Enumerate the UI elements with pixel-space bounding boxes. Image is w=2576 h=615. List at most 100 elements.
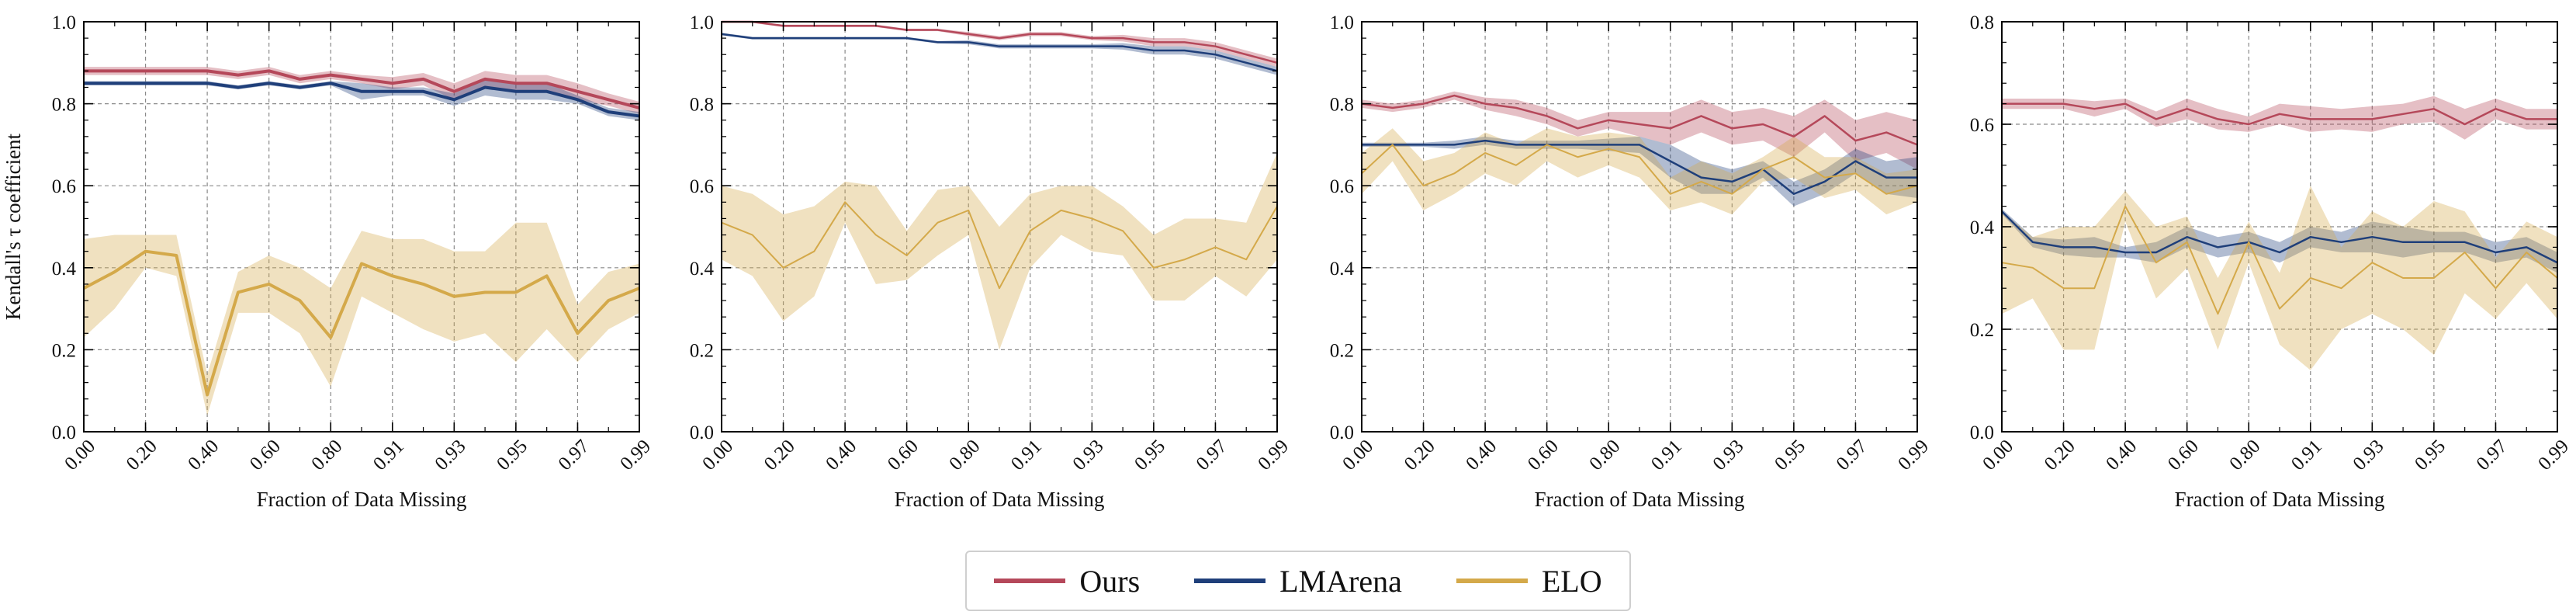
- y-tick-label: 1.0: [690, 12, 714, 33]
- plot-frame: [2001, 21, 2558, 433]
- series-line-lmarena: [2001, 210, 2558, 264]
- plot-frame: [1361, 21, 1918, 433]
- x-tick-label: 0.99: [616, 436, 655, 474]
- y-tick-label: 0.8: [52, 95, 76, 116]
- plot-frame: [721, 21, 1278, 433]
- y-tick-label: 0.6: [1330, 176, 1354, 197]
- x-axis-title: Fraction of Data Missing: [2175, 488, 2385, 511]
- x-tick-label: 0.99: [2534, 436, 2573, 474]
- legend-label-ours: Ours: [1079, 563, 1141, 599]
- legend-swatch-lmarena: [1194, 579, 1266, 583]
- x-tick-label: 0.97: [2473, 436, 2512, 474]
- series-line-ours: [84, 69, 640, 109]
- y-tick-label: 0.8: [1330, 95, 1354, 116]
- band-elo: [2002, 186, 2557, 370]
- y-tick-label: 1.0: [52, 12, 76, 33]
- y-axis-title: Kendall's τ coefficient: [2, 133, 25, 320]
- y-tick-label: 1.0: [1330, 12, 1354, 33]
- x-tick-label: 0.93: [1709, 436, 1748, 474]
- x-tick-label: 0.99: [1254, 436, 1293, 474]
- x-tick-label: 0.97: [555, 436, 594, 474]
- x-tick-label: 0.60: [2164, 436, 2203, 474]
- x-tick-label: 0.80: [945, 436, 984, 474]
- x-tick-label: 0.91: [369, 436, 408, 474]
- legend-item-elo: ELO: [1456, 563, 1602, 599]
- x-tick-label: 0.91: [1007, 436, 1046, 474]
- subplot-1: 0.00 0.20 0.40 0.60 0.80 0.91 0.93 0.95 0.97 0.99…: [2, 12, 655, 511]
- y-tick-label: 0.2: [1330, 340, 1354, 361]
- band-lmarena: [722, 33, 1277, 75]
- x-tick-label: 0.95: [1130, 436, 1169, 474]
- y-tick-label: 0.2: [52, 340, 76, 361]
- y-tick-label: 0.0: [690, 422, 714, 443]
- legend-item-lmarena: LMArena: [1194, 563, 1402, 599]
- subplot-4: 0.00 0.20 0.40 0.60 0.80 0.91 0.93 0.95 0.97 0.99…: [1970, 12, 2573, 511]
- legend-label-elo: ELO: [1541, 563, 1602, 599]
- series-line-lmarena: [84, 82, 640, 118]
- x-tick-label: 0.20: [123, 436, 161, 474]
- y-tick-label: 0.4: [690, 259, 715, 280]
- band-ours: [722, 22, 1277, 68]
- series-line-lmarena: [1362, 139, 1917, 196]
- subplot-2: 0.00 0.20 0.40 0.60 0.80 0.91 0.93 0.95 0.97 0.99…: [690, 12, 1293, 511]
- y-tick-label: 0.8: [690, 95, 714, 116]
- x-tick-label: 0.80: [2225, 436, 2264, 474]
- legend-item-ours: Ours: [994, 563, 1140, 599]
- series-line-elo: [83, 249, 640, 397]
- plot-frame: [83, 21, 640, 433]
- legend: Ours LMArena ELO: [965, 551, 1631, 611]
- series-line-lmarena: [721, 33, 1278, 72]
- x-tick-label: 0.97: [1193, 436, 1231, 474]
- band-elo: [1362, 128, 1917, 215]
- x-tick-label: 0.40: [822, 436, 860, 474]
- x-tick-label: 0.95: [493, 436, 531, 474]
- x-tick-label: 0.60: [246, 436, 285, 474]
- series-line-ours: [2002, 102, 2557, 126]
- x-tick-label: 0.40: [1462, 436, 1501, 474]
- x-tick-label: 0.95: [1771, 436, 1809, 474]
- x-axis-title: Fraction of Data Missing: [1535, 488, 1745, 511]
- y-tick-label: 0.4: [52, 259, 77, 280]
- x-tick-label: 0.40: [2102, 436, 2141, 474]
- x-tick-label: 0.20: [2041, 436, 2079, 474]
- y-tick-label: 0.0: [1970, 422, 1994, 443]
- figure: 0.00 0.20 0.40 0.60 0.80 0.91 0.93 0.95 0.97 0.99…: [2, 12, 2573, 511]
- subplot-3: 0.00 0.20 0.40 0.60 0.80 0.91 0.93 0.95 0.97 0.99…: [1330, 12, 1933, 511]
- x-tick-label: 0.20: [1401, 436, 1439, 474]
- band-lmarena: [1362, 136, 1917, 207]
- band-ours: [84, 67, 639, 114]
- x-tick-label: 0.91: [1647, 436, 1686, 474]
- x-tick-label: 0.97: [1833, 436, 1871, 474]
- series-line-elo: [1361, 144, 1918, 195]
- series-line-elo: [721, 201, 1278, 290]
- y-tick-label: 0.6: [1970, 115, 1994, 136]
- x-tick-label: 0.91: [2287, 436, 2326, 474]
- x-axis-title: Fraction of Data Missing: [257, 488, 467, 511]
- series-line-elo: [2001, 205, 2558, 315]
- y-tick-label: 0.6: [690, 176, 714, 197]
- y-tick-label: 0.4: [1970, 217, 1995, 238]
- x-axis-title: Fraction of Data Missing: [895, 488, 1105, 511]
- y-tick-label: 0.6: [52, 176, 76, 197]
- band-elo: [722, 152, 1277, 350]
- x-tick-label: 0.40: [184, 436, 223, 474]
- x-tick-label: 0.93: [1069, 436, 1108, 474]
- band-elo: [84, 222, 639, 415]
- y-tick-label: 0.0: [1330, 422, 1354, 443]
- x-tick-label: 0.93: [431, 436, 470, 474]
- y-tick-label: 0.8: [1970, 12, 1994, 33]
- legend-label-lmarena: LMArena: [1279, 563, 1402, 599]
- x-tick-label: 0.60: [1524, 436, 1563, 474]
- legend-swatch-elo: [1456, 579, 1528, 583]
- y-tick-label: 0.2: [690, 340, 714, 361]
- x-tick-label: 0.80: [1585, 436, 1624, 474]
- x-tick-label: 0.20: [760, 436, 799, 474]
- x-tick-label: 0.93: [2349, 436, 2388, 474]
- y-tick-label: 0.2: [1970, 320, 1994, 341]
- y-tick-label: 0.0: [52, 422, 76, 443]
- band-lmarena: [2002, 208, 2557, 273]
- legend-swatch-ours: [994, 579, 1066, 583]
- band-ours: [1362, 91, 1917, 170]
- x-tick-label: 0.95: [2411, 436, 2450, 474]
- series-line-ours: [1361, 94, 1918, 146]
